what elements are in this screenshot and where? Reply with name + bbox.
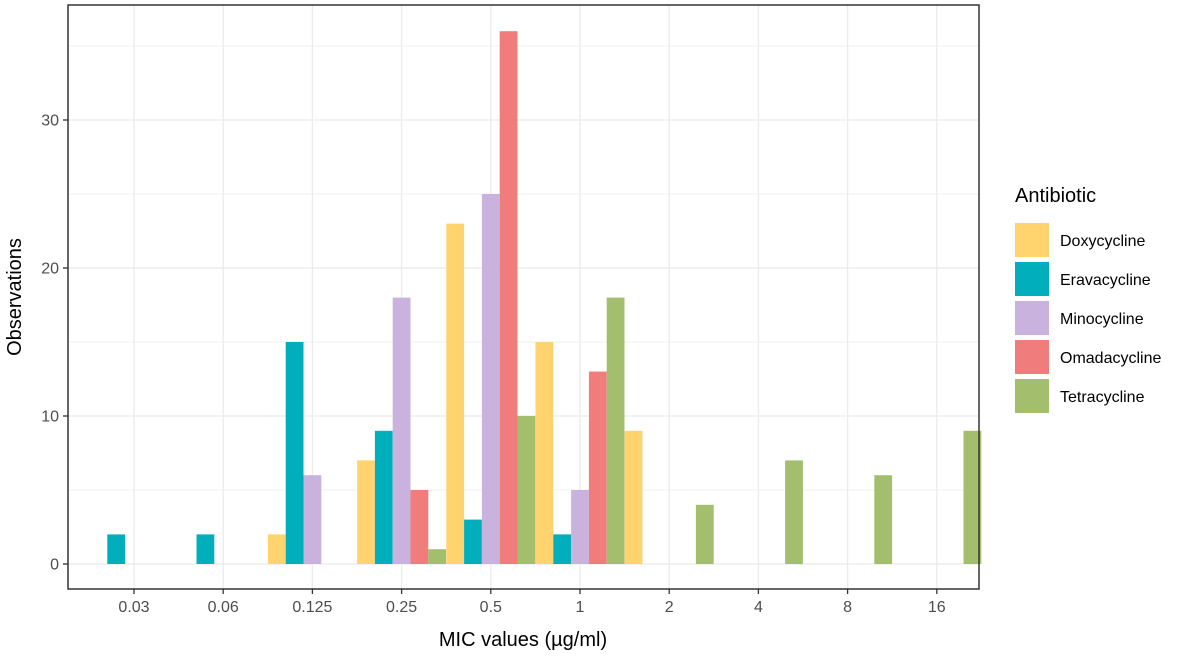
x-tick-label: 0.125 [292,599,332,616]
y-tick-label: 20 [41,261,59,278]
bars [107,31,982,564]
bar-doxycycline-0.25 [357,460,375,564]
bar-doxycycline-0.125 [267,534,286,564]
bar-eravacycline-0.03 [107,534,126,564]
x-tick-label: 2 [665,599,674,616]
x-tick-label: 16 [928,599,946,616]
x-axis-title: MIC values (µg/ml) [439,629,607,651]
x-tick-label: 4 [754,599,763,616]
x-tick-label: 8 [843,599,852,616]
legend-label-omadacycline: Omadacycline [1060,350,1161,367]
bar-tetracycline-0.5 [517,416,536,564]
bar-omadacycline-1 [588,371,607,564]
bar-tetracycline-1 [606,297,625,564]
y-tick-label: 0 [50,557,59,574]
bar-minocycline-1 [571,490,589,564]
bar-tetracycline-4 [785,460,803,564]
bar-minocycline-0.5 [481,194,500,564]
bar-eravacycline-0.125 [285,342,304,564]
x-tick-label: 0.03 [118,599,149,616]
y-tick-label: 30 [41,113,59,130]
bar-omadacycline-0.25 [410,490,429,564]
legend-key-omadacycline [1015,340,1049,374]
y-axis: 0 10 20 30 [41,113,68,574]
legend-label-eravacycline: Eravacycline [1060,272,1151,289]
legend-label-minocycline: Minocycline [1060,311,1144,328]
bar-minocycline-0.125 [303,475,322,564]
bar-omadacycline-0.5 [499,31,518,564]
bar-tetracycline-2 [695,504,714,564]
legend-key-minocycline [1015,301,1049,335]
legend-key-eravacycline [1015,262,1049,296]
y-tick-label: 10 [41,409,59,426]
bar-doxycycline-2 [624,430,643,564]
bar-doxycycline-0.5 [446,223,465,564]
bar-eravacycline-0.25 [374,430,393,564]
bar-minocycline-0.25 [392,297,411,564]
legend-title: Antibiotic [1015,185,1096,207]
bar-eravacycline-0.5 [464,519,482,564]
y-axis-title: Observations [4,238,26,356]
x-axis: 0.03 0.06 0.125 0.25 0.5 1 2 4 8 16 [118,589,946,616]
bar-eravacycline-0.06 [196,534,215,564]
x-tick-label: 0.5 [480,599,502,616]
x-tick-label: 1 [576,599,585,616]
legend-label-tetracycline: Tetracycline [1060,389,1145,406]
x-tick-label: 0.25 [386,599,417,616]
plot-panel-border [67,4,980,590]
legend-label-doxycycline: Doxycycline [1060,233,1145,250]
bar-eravacycline-1 [553,534,572,564]
legend-key-tetracycline [1015,379,1049,413]
x-tick-label: 0.06 [208,599,239,616]
bar-tetracycline-8 [874,475,893,564]
bar-tetracycline-16 [963,430,982,564]
bar-tetracycline-0.25 [428,549,447,564]
legend-key-doxycycline [1015,223,1049,257]
bar-doxycycline-1 [535,342,554,564]
legend: Antibiotic Doxycycline Eravacycline Minocy… [1015,185,1161,413]
